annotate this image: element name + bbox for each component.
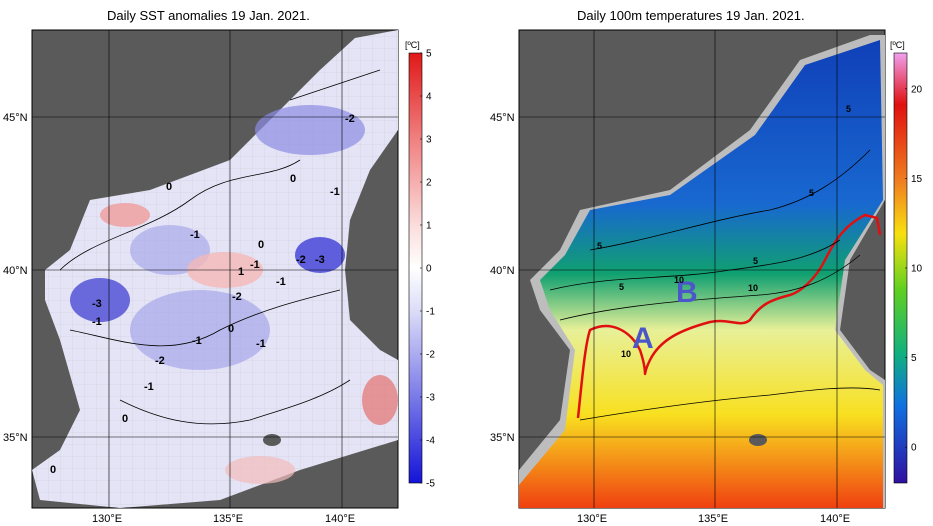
lon-tick-label: 135°E	[213, 513, 243, 525]
contour-line	[549, 239, 841, 291]
lon-tick-label: 135°E	[698, 513, 728, 525]
lon-tick-label: 130°E	[92, 513, 122, 525]
contour-label: 5	[809, 188, 814, 198]
contour-label: 5	[753, 256, 758, 266]
contour-line	[119, 379, 351, 425]
pos-anomaly-blob	[362, 375, 398, 425]
lon-tick-label: 140°E	[820, 513, 850, 525]
contour-line	[69, 289, 341, 347]
region-label-b: B	[676, 276, 698, 309]
colorbar-tick-label: 5	[426, 49, 432, 60]
contour-label: -1	[190, 229, 200, 241]
thermal-front-line	[576, 213, 882, 419]
contour-label: -3	[92, 298, 102, 310]
neg-anomaly-blob	[130, 290, 270, 370]
contour-label: -1	[92, 316, 102, 328]
island	[263, 434, 281, 446]
contour-label: 5	[597, 241, 602, 251]
lat-tick-label: 45°N	[3, 112, 28, 124]
colorbar-tick-label: 2	[426, 178, 432, 189]
lon-tick-label: 140°E	[325, 513, 355, 525]
colorbar-unit: [ºC]	[405, 40, 420, 50]
colorbar-tick-label: -5	[426, 479, 435, 490]
colorbar-tick-label: 10	[911, 264, 923, 275]
contour-label: -2	[345, 113, 355, 125]
colorbar-unit: [ºC]	[890, 40, 905, 50]
contour-label: -1	[256, 338, 266, 350]
neg-anomaly-blob	[255, 105, 365, 155]
pos-anomaly-blob	[225, 456, 295, 484]
contour-label: 0	[228, 323, 234, 335]
contour-line	[579, 387, 881, 421]
contour-line	[289, 69, 381, 101]
neg-anomaly-blob	[295, 237, 345, 273]
contour-label: -1	[330, 186, 340, 198]
lat-tick-label: 40°N	[490, 265, 515, 277]
lat-tick-label: 45°N	[490, 112, 515, 124]
contour-label: 0	[50, 464, 56, 476]
neg-anomaly-blob	[70, 278, 130, 322]
colorbar-tick-label: 15	[911, 174, 923, 185]
colorbar-tick-label: 3	[426, 135, 432, 146]
contour-label: -1	[250, 259, 260, 271]
right-map-title: Daily 100m temperatures 19 Jan. 2021.	[577, 8, 805, 23]
contour-label: -1	[192, 335, 202, 347]
contour-label: -1	[276, 276, 286, 288]
colorbar-tick-label: 0	[911, 443, 917, 454]
colorbar-tick-label: 1	[426, 221, 432, 232]
lon-tick-label: 130°E	[577, 513, 607, 525]
lat-tick-label: 40°N	[3, 265, 28, 277]
colorbar-tick-label: -3	[426, 393, 435, 404]
island	[749, 434, 767, 446]
contour-label: 0	[166, 181, 172, 193]
temp-100m-map: A B 5 5 5 5 10 5 10 10 45°N 40°N 35°N 13…	[490, 29, 923, 525]
colorbar-tick-label: 20	[911, 84, 923, 95]
contour-label: -2	[232, 291, 242, 303]
contour-label: 5	[619, 282, 624, 292]
left-map-title: Daily SST anomalies 19 Jan. 2021.	[107, 8, 310, 23]
contour-line	[589, 149, 871, 251]
colorbar-tick-label: 5	[911, 353, 917, 364]
contour-label: 0	[290, 173, 296, 185]
sst-anomaly-map: 0 -1 -2 0 -1 -1 0 1 -1 -2 -3 -3 -1 0 -1 …	[3, 29, 435, 525]
colorbar-tick-label: 0	[426, 264, 432, 275]
contour-line	[59, 159, 301, 271]
contour-line	[559, 254, 861, 321]
colorbar-tick-label: -1	[426, 307, 435, 318]
contour-label: 0	[258, 239, 264, 251]
contour-label: -1	[144, 381, 154, 393]
contour-label: -2	[296, 254, 306, 266]
region-label-a: A	[632, 322, 654, 355]
pos-anomaly-blob	[100, 203, 150, 227]
contour-label: -2	[155, 355, 165, 367]
colorbar-tick-label: -4	[426, 436, 435, 447]
colorbar-tick-label: 4	[426, 92, 432, 103]
contour-label: 5	[846, 104, 851, 114]
island	[67, 145, 83, 155]
lat-tick-label: 35°N	[490, 432, 515, 444]
neg-anomaly-blob	[130, 225, 210, 275]
contour-label: 10	[674, 275, 684, 285]
lat-tick-label: 35°N	[3, 432, 28, 444]
contour-label: 0	[122, 413, 128, 425]
contour-label: 10	[621, 349, 631, 359]
contour-label: 1	[238, 266, 244, 278]
contour-label: -3	[315, 254, 325, 266]
contour-label: 10	[748, 283, 758, 293]
colorbar-tick-label: -2	[426, 350, 435, 361]
